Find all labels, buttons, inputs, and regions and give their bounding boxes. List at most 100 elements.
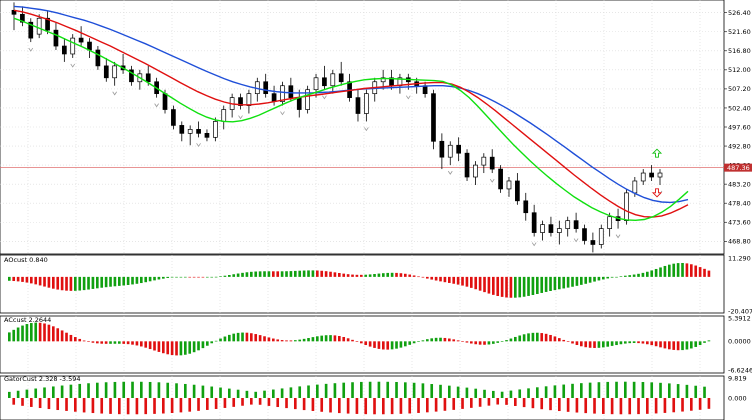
price-tick-label: 473.60 xyxy=(728,219,751,227)
histogram-bar xyxy=(346,274,350,277)
histogram-bar xyxy=(324,383,328,398)
histogram-bar xyxy=(439,337,442,342)
histogram-bar xyxy=(377,381,381,398)
candle-body xyxy=(171,109,176,126)
candle-body xyxy=(489,156,495,170)
histogram-bar xyxy=(38,398,42,409)
histogram-bar xyxy=(201,341,205,349)
candle xyxy=(171,105,176,130)
histogram-bar xyxy=(650,341,654,346)
histogram-bar xyxy=(30,276,33,284)
histogram-bar xyxy=(43,387,46,398)
histogram-bar xyxy=(346,338,350,342)
histogram-bar xyxy=(646,341,649,345)
candle-body xyxy=(20,13,25,23)
candle xyxy=(355,89,361,122)
histogram-bar xyxy=(324,335,328,342)
histogram-bar xyxy=(329,335,332,342)
histogram-bar xyxy=(624,341,627,344)
histogram-bar xyxy=(311,337,315,342)
histogram-bar xyxy=(646,271,649,277)
histogram-bar xyxy=(690,398,693,411)
histogram-bar xyxy=(254,391,258,398)
candle-body xyxy=(45,17,50,31)
candle-body xyxy=(338,73,344,83)
histogram-bar xyxy=(483,341,486,345)
histogram-bar xyxy=(263,390,266,398)
histogram-bar xyxy=(628,275,632,277)
histogram-bar xyxy=(25,324,29,342)
histogram-bar xyxy=(659,267,662,277)
histogram-bar xyxy=(412,341,416,344)
histogram-bar xyxy=(52,326,55,342)
histogram-bar xyxy=(228,388,231,398)
histogram-bar xyxy=(320,335,324,342)
histogram-bar xyxy=(690,264,693,277)
candle-body xyxy=(271,93,277,102)
histogram-bar xyxy=(417,276,420,278)
candle xyxy=(70,34,76,68)
candle xyxy=(213,117,218,142)
histogram-bar xyxy=(461,276,464,286)
histogram-bar xyxy=(298,339,302,342)
histogram-bar xyxy=(302,270,306,277)
histogram-bar xyxy=(703,341,706,343)
histogram-bar xyxy=(219,276,222,277)
histogram-bar xyxy=(465,387,469,398)
histogram-bar xyxy=(439,276,442,282)
candle xyxy=(61,38,67,62)
histogram-bar xyxy=(606,341,610,347)
candle-body xyxy=(70,37,76,55)
histogram-bar xyxy=(632,274,636,277)
histogram-bar xyxy=(672,341,676,350)
histogram-bar xyxy=(584,276,588,284)
current-price-label: 487.36 xyxy=(727,164,750,172)
histogram-bar xyxy=(316,336,319,342)
histogram-bar xyxy=(206,341,209,346)
histogram-bar xyxy=(338,273,341,277)
candle-body xyxy=(330,73,336,87)
histogram-bar xyxy=(276,398,280,408)
histogram-bar xyxy=(456,386,460,398)
histogram-bar xyxy=(558,398,561,412)
osc-tick-label: -20.407 xyxy=(728,307,752,315)
histogram-bar xyxy=(641,382,645,398)
histogram-bar xyxy=(236,389,240,398)
histogram-bar xyxy=(500,391,504,398)
histogram-bar xyxy=(201,276,205,278)
histogram-bar xyxy=(373,341,376,348)
candle xyxy=(338,61,344,86)
candle xyxy=(506,177,512,197)
histogram-bar xyxy=(236,332,240,342)
histogram-bar xyxy=(377,341,381,349)
histogram-bar xyxy=(294,340,297,342)
histogram-bar xyxy=(131,341,134,345)
candle-body xyxy=(322,77,327,87)
histogram-bar xyxy=(267,271,271,277)
histogram-bar xyxy=(390,272,394,277)
price-tick-label: 468.80 xyxy=(728,238,751,246)
histogram-bar xyxy=(549,276,552,291)
histogram-bar xyxy=(659,341,662,348)
histogram-bar xyxy=(628,398,632,415)
sell-arrow-icon xyxy=(651,188,663,198)
histogram-bar xyxy=(69,384,73,398)
candle-body xyxy=(632,180,638,194)
histogram-bar xyxy=(12,329,16,342)
histogram-bar xyxy=(659,382,662,398)
histogram-bar xyxy=(82,276,86,291)
histogram-bar xyxy=(166,382,170,398)
candle-body xyxy=(263,81,269,95)
histogram-bar xyxy=(43,323,46,342)
histogram-bar xyxy=(162,398,165,414)
histogram-bar xyxy=(562,384,566,398)
histogram-bar xyxy=(566,341,570,342)
histogram-bar xyxy=(399,273,403,277)
histogram-bar xyxy=(25,276,29,283)
candle xyxy=(598,224,604,249)
histogram-bar xyxy=(206,398,209,410)
histogram-bar xyxy=(580,276,583,285)
histogram-bar xyxy=(637,398,640,415)
histogram-bar xyxy=(641,272,645,277)
histogram-bar xyxy=(408,274,412,277)
